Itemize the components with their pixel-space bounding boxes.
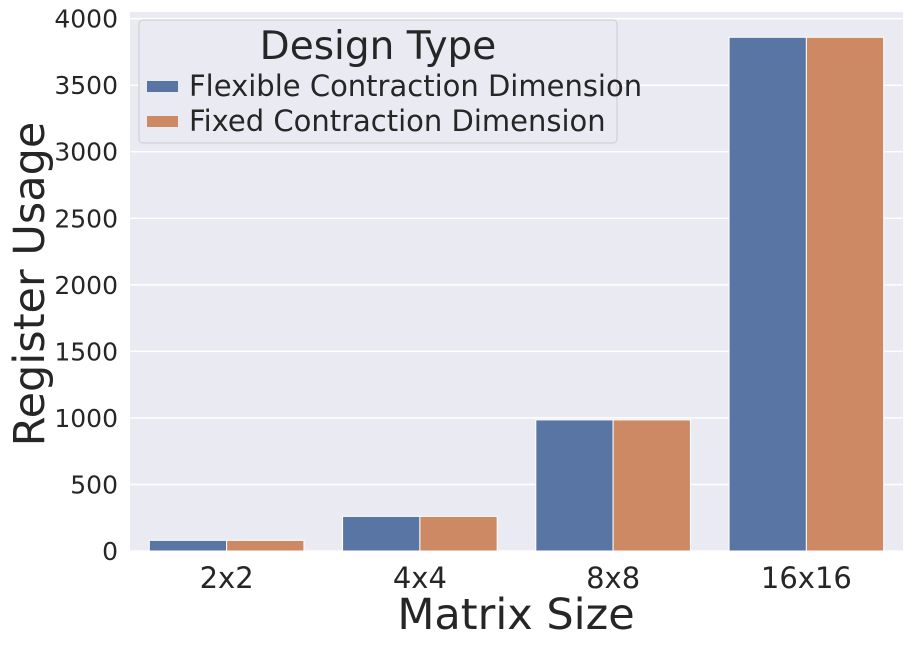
y-tick-label: 4000 [54,5,118,34]
x-axis-title: Matrix Size [397,590,634,640]
y-tick-label: 1500 [54,337,118,366]
x-tick-label: 4x4 [393,561,447,595]
x-tick-label: 2x2 [200,561,254,595]
y-tick-labels: 0 500 1000 1500 2000 2500 3000 3500 4000 [54,5,118,566]
legend-label-fixed: Fixed Contraction Dimension [189,104,606,138]
legend-frame [138,19,618,144]
bar-16x16-flexible [728,36,807,552]
y-tick-label: 500 [70,470,118,499]
legend: Design Type Flexible Contraction Dimensi… [138,19,642,144]
legend-swatch-flexible [147,81,178,92]
bar-2x2-flexible [148,539,228,552]
y-axis-title: Register Usage [5,122,55,447]
y-tick-label: 0 [102,537,118,566]
bar-4x4-fixed [419,515,498,552]
bar-8x8-flexible [535,419,614,552]
y-tick-label: 3000 [54,138,118,167]
bars [148,36,885,552]
bar-4x4-flexible [342,515,421,552]
x-tick-label: 8x8 [586,561,640,595]
legend-label-flexible: Flexible Contraction Dimension [189,69,642,103]
legend-title: Design Type [260,24,497,69]
y-tick-label: 2000 [54,271,118,300]
legend-swatch-fixed [147,116,178,127]
bar-8x8-fixed [612,419,691,552]
x-tick-labels: 2x2 4x4 8x8 16x16 [200,561,852,595]
y-tick-label: 1000 [54,404,118,433]
bar-16x16-fixed [805,36,885,552]
y-tick-label: 2500 [54,204,118,233]
y-tick-label: 3500 [54,71,118,100]
bar-2x2-fixed [226,539,305,552]
x-tick-label: 16x16 [761,561,852,595]
